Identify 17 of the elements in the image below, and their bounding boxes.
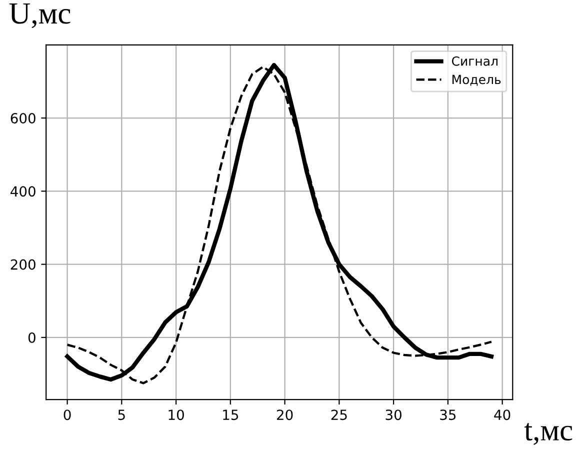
- x-tick-label: 40: [494, 410, 510, 420]
- x-tick-label: 15: [223, 410, 238, 420]
- legend-label: Модель: [452, 74, 501, 86]
- y-tick-label: 400: [10, 186, 36, 197]
- y-tick-label: 600: [10, 113, 36, 124]
- x-tick-label: 25: [331, 410, 347, 420]
- x-tick-label: 0: [64, 410, 71, 420]
- y-tick-label: 0: [28, 332, 36, 343]
- x-tick-label: 30: [386, 410, 402, 420]
- x-tick-label: 20: [276, 410, 293, 420]
- x-tick-label: 10: [168, 410, 184, 420]
- legend-label: Сигнал: [452, 56, 498, 66]
- x-axis-title: t,мс: [524, 423, 572, 445]
- x-tick-label: 5: [118, 410, 125, 420]
- x-tick-label: 35: [440, 410, 456, 420]
- y-tick-label: 200: [10, 259, 36, 270]
- y-axis-title: U,мс: [9, 3, 70, 28]
